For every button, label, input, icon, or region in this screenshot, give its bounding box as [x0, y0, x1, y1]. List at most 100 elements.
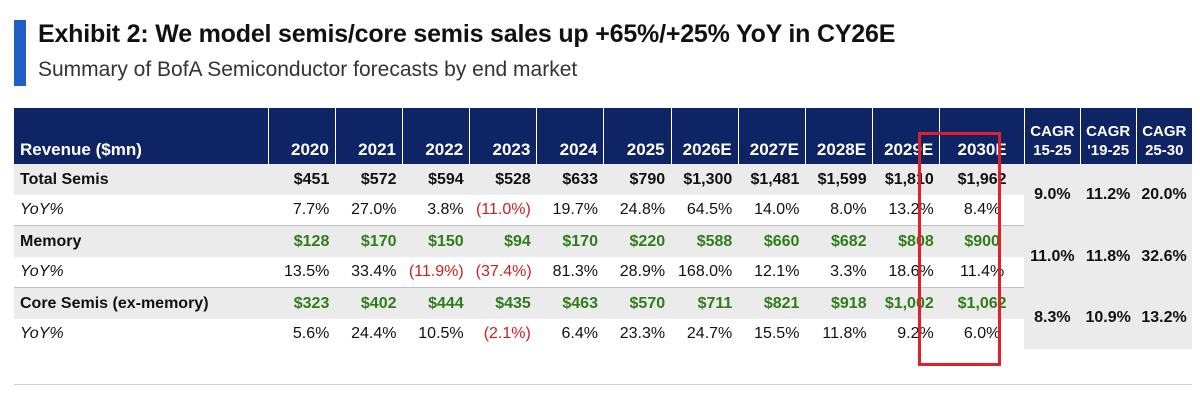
- revenue-cell: $682: [805, 225, 873, 257]
- yoy-cell: 24.8%: [603, 195, 672, 226]
- cagr-cell: 11.0%: [1024, 225, 1081, 288]
- header-cagr: CAGR '19-25: [1079, 108, 1137, 164]
- accent-bar: [14, 20, 26, 86]
- cagr-cell: 8.3%: [1024, 287, 1081, 349]
- bottom-divider: [14, 384, 1192, 385]
- revenue-cell: $451: [268, 164, 336, 195]
- revenue-cell: $1,962: [939, 164, 1025, 195]
- yoy-cell: 14.0%: [738, 195, 806, 226]
- revenue-cell: $94: [469, 225, 537, 257]
- header-year: 2020: [267, 108, 336, 164]
- header-year: 2030E: [939, 108, 1025, 164]
- table-row: Memory $128 $170 $150 $94 $170 $220 $588 $660 $68…: [14, 225, 1192, 288]
- cagr-cell: 11.8%: [1080, 225, 1137, 288]
- yoy-cell: 10.5%: [402, 319, 470, 349]
- table-row: Core Semis (ex-memory) $323 $402 $444 $435 $4…: [14, 287, 1192, 349]
- revenue-cell: $128: [268, 225, 336, 257]
- yoy-cell: 23.3%: [603, 319, 672, 349]
- yoy-label: YoY%: [14, 195, 269, 226]
- revenue-cell: $570: [603, 287, 672, 319]
- yoy-cell: 24.7%: [671, 319, 739, 349]
- cagr-cell: 13.2%: [1136, 287, 1192, 349]
- header-year: 2029E: [872, 108, 940, 164]
- revenue-cell: $1,300: [671, 164, 739, 195]
- yoy-cell: 19.7%: [536, 195, 604, 226]
- yoy-cell: (37.4%): [469, 257, 537, 288]
- exhibit-title: Exhibit 2: We model semis/core semis sal…: [38, 20, 896, 48]
- exhibit-subtitle: Summary of BofA Semiconductor forecasts …: [38, 58, 578, 81]
- yoy-cell: 11.8%: [805, 319, 873, 349]
- yoy-cell: 13.5%: [268, 257, 336, 288]
- table-row-yoy: YoY% 5.6% 24.4% 10.5% (2.1%) 6.4% 23.3% 24.7% 15…: [14, 319, 1192, 349]
- cagr-cell: 32.6%: [1136, 225, 1192, 288]
- yoy-cell: 81.3%: [536, 257, 604, 288]
- header-year: 2025: [603, 108, 672, 164]
- revenue-cell: $150: [402, 225, 470, 257]
- revenue-cell: $444: [402, 287, 470, 319]
- yoy-cell: 11.4%: [939, 257, 1025, 288]
- revenue-cell: $821: [738, 287, 806, 319]
- yoy-cell: 5.6%: [268, 319, 336, 349]
- table-body: Total Semis $451 $572 $594 $528 $633 $790 $1,30…: [14, 164, 1192, 349]
- yoy-cell: 12.1%: [738, 257, 806, 288]
- yoy-cell: 9.2%: [872, 319, 940, 349]
- header-year: 2021: [334, 108, 403, 164]
- header-revenue: Revenue ($mn): [14, 108, 269, 164]
- revenue-cell: $1,062: [939, 287, 1025, 319]
- revenue-cell: $918: [805, 287, 873, 319]
- header-year: 2026E: [670, 108, 739, 164]
- table-row-yoy: YoY% 7.7% 27.0% 3.8% (11.0%) 19.7% 24.8% 64.5% 1…: [14, 195, 1192, 226]
- header-year: 2024: [536, 108, 604, 164]
- table-row-yoy: YoY% 13.5% 33.4% (11.9%) (37.4%) 81.3% 28.9% 16…: [14, 257, 1192, 288]
- yoy-cell: 13.2%: [872, 195, 940, 226]
- revenue-cell: $170: [335, 225, 403, 257]
- cagr-cell: 11.2%: [1080, 164, 1137, 226]
- yoy-cell: 33.4%: [335, 257, 403, 288]
- revenue-cell: $711: [671, 287, 739, 319]
- revenue-cell: $633: [536, 164, 604, 195]
- table-row: Total Semis $451 $572 $594 $528 $633 $790 $1,30…: [14, 164, 1192, 226]
- revenue-cell: $588: [671, 225, 739, 257]
- revenue-cell: $1,599: [805, 164, 873, 195]
- cagr-cell: 20.0%: [1136, 164, 1192, 226]
- yoy-cell: 168.0%: [671, 257, 739, 288]
- revenue-cell: $808: [872, 225, 940, 257]
- yoy-cell: 64.5%: [671, 195, 739, 226]
- revenue-cell: $323: [268, 287, 336, 319]
- revenue-cell: $660: [738, 225, 806, 257]
- revenue-cell: $790: [603, 164, 672, 195]
- table-header-row: Revenue ($mn) 2020 2021 2022 2023 2024 2025 20…: [14, 108, 1192, 164]
- revenue-cell: $463: [536, 287, 604, 319]
- yoy-cell: 6.0%: [939, 319, 1025, 349]
- header-year: 2027E: [737, 108, 806, 164]
- header-cagr: CAGR 15-25: [1023, 108, 1081, 164]
- yoy-cell: 18.6%: [872, 257, 940, 288]
- revenue-cell: $1,810: [872, 164, 940, 195]
- header-cagr-line2: '19-25: [1087, 142, 1130, 159]
- row-label: Core Semis (ex-memory): [14, 287, 269, 319]
- row-label: Total Semis: [14, 164, 269, 195]
- header-year: 2028E: [804, 108, 873, 164]
- revenue-cell: $900: [939, 225, 1025, 257]
- row-label: Memory: [14, 225, 269, 257]
- revenue-cell: $435: [469, 287, 537, 319]
- forecast-table: Revenue ($mn) 2020 2021 2022 2023 2024 2025 20…: [14, 108, 1192, 349]
- header-cagr-line2: 25-30: [1145, 142, 1184, 159]
- revenue-cell: $594: [402, 164, 470, 195]
- yoy-cell: 24.4%: [335, 319, 403, 349]
- yoy-cell: 8.4%: [939, 195, 1025, 226]
- revenue-cell: $572: [335, 164, 403, 195]
- yoy-cell: 3.8%: [402, 195, 470, 226]
- yoy-cell: (11.9%): [402, 257, 470, 288]
- revenue-cell: $1,481: [738, 164, 806, 195]
- yoy-cell: 3.3%: [805, 257, 873, 288]
- header-cagr-line2: 15-25: [1033, 142, 1072, 159]
- header-cagr: CAGR 25-30: [1135, 108, 1192, 164]
- header-cagr-line1: CAGR: [1030, 123, 1075, 140]
- header-year: 2023: [469, 108, 537, 164]
- yoy-cell: 6.4%: [536, 319, 604, 349]
- header-year: 2022: [401, 108, 470, 164]
- revenue-cell: $220: [603, 225, 672, 257]
- yoy-cell: 8.0%: [805, 195, 873, 226]
- revenue-cell: $1,002: [872, 287, 940, 319]
